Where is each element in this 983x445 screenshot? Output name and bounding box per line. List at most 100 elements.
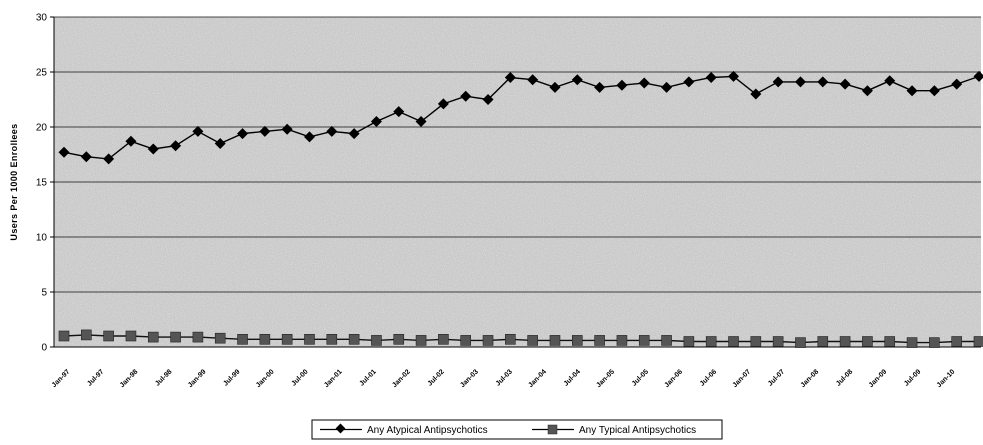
data-point <box>505 333 516 345</box>
x-tick-label: Jul-00 <box>290 368 309 387</box>
x-tick-label: Jan-03 <box>459 368 480 389</box>
data-point <box>415 335 427 346</box>
data-point <box>571 335 583 346</box>
data-point <box>549 81 561 93</box>
data-point <box>638 77 650 89</box>
data-point <box>571 74 583 86</box>
data-point <box>259 333 271 345</box>
y-tick-label: 20 <box>36 123 48 134</box>
x-tick-label: Jan-08 <box>800 368 821 389</box>
x-tick-label: Jul-06 <box>699 368 718 387</box>
data-point <box>281 123 293 135</box>
legend-entry-atypical: Any Atypical Antipsychotics <box>320 423 488 436</box>
data-point <box>638 335 650 346</box>
data-point <box>58 146 70 158</box>
data-point <box>861 85 873 97</box>
x-tick-label: Jul-05 <box>631 368 650 387</box>
x-tick-label: Jan-98 <box>119 368 140 389</box>
x-tick-label: Jul-99 <box>222 368 241 387</box>
data-point <box>616 335 628 346</box>
x-tick-label: Jan-97 <box>51 368 72 389</box>
data-point <box>192 125 204 137</box>
y-tick-labels: 0 5 10 15 20 25 30 <box>36 13 54 354</box>
x-tick-label: Jul-09 <box>903 368 922 387</box>
x-tick-label: Jul-97 <box>86 368 105 387</box>
x-tick-label: Jul-98 <box>154 368 173 387</box>
x-tick-label: Jan-09 <box>868 368 889 389</box>
data-point <box>750 336 762 347</box>
x-tick-label: Jan-05 <box>595 368 616 389</box>
x-tick-label: Jul-02 <box>427 368 446 387</box>
data-point <box>281 333 293 345</box>
x-tick-label: Jul-03 <box>495 368 514 387</box>
data-point <box>81 329 92 341</box>
data-point <box>348 333 360 345</box>
data-point <box>58 330 70 342</box>
data-point <box>304 333 315 345</box>
data-point <box>482 94 494 105</box>
gridlines <box>54 16 981 293</box>
x-tick-label: Jan-07 <box>732 368 753 389</box>
data-point <box>214 332 226 344</box>
data-point <box>237 333 248 345</box>
data-point <box>504 72 516 83</box>
data-point <box>549 335 561 346</box>
x-tick-label: Jul-01 <box>359 368 378 387</box>
y-tick-label: 5 <box>41 288 47 299</box>
data-point <box>973 70 983 82</box>
data-point <box>594 81 606 93</box>
data-point <box>772 336 784 347</box>
data-point <box>928 85 940 97</box>
data-point <box>370 116 382 127</box>
data-point <box>929 337 940 348</box>
data-point <box>728 70 740 82</box>
x-tick-labels: Jan-97 Jul-97 Jan-98 Jul-98 Jan-99 Jul-99 Jan-… <box>51 368 957 389</box>
data-point <box>371 335 382 346</box>
x-tick-label: Jan-10 <box>936 368 957 389</box>
data-point <box>906 337 918 348</box>
data-point <box>125 330 137 342</box>
data-point <box>460 335 472 346</box>
data-point <box>772 76 784 88</box>
legend-label-typical: Any Typical Antipsychotics <box>579 425 696 436</box>
x-tick-label: Jan-06 <box>663 368 684 389</box>
data-point <box>192 331 204 343</box>
data-point <box>482 335 494 346</box>
data-point <box>705 72 717 83</box>
data-point <box>594 335 605 346</box>
data-point <box>103 330 114 342</box>
data-point <box>683 76 695 88</box>
data-point <box>393 333 405 345</box>
data-point <box>817 336 829 347</box>
data-point <box>237 128 249 140</box>
x-tick-label: Jan-01 <box>323 368 344 389</box>
data-point <box>326 125 338 137</box>
data-point <box>661 335 672 346</box>
data-point <box>103 153 115 165</box>
data-point <box>303 131 315 143</box>
data-point <box>973 336 983 347</box>
data-point <box>884 336 896 347</box>
data-point <box>438 333 449 345</box>
y-axis-label: Users Per 1000 Enrollees <box>9 123 19 240</box>
data-point <box>170 140 182 152</box>
data-point <box>728 336 739 347</box>
x-tick-label: Jan-00 <box>255 368 276 389</box>
data-point <box>839 78 851 90</box>
data-point <box>80 151 92 163</box>
data-point <box>951 336 962 347</box>
x-tick-label: Jan-99 <box>187 368 208 389</box>
data-point <box>460 90 472 102</box>
data-point <box>683 336 695 347</box>
x-tick-label: Jul-07 <box>767 368 786 387</box>
x-tick-label: Jan-02 <box>391 368 412 389</box>
data-point <box>527 335 538 346</box>
data-point <box>147 331 159 343</box>
data-point <box>259 125 271 137</box>
data-point <box>125 135 137 147</box>
legend-entry-typical: Any Typical Antipsychotics <box>532 424 696 436</box>
y-tick-label: 15 <box>36 178 48 189</box>
x-tick-label: Jan-04 <box>527 368 548 389</box>
x-tick-label: Jul-04 <box>563 368 582 387</box>
